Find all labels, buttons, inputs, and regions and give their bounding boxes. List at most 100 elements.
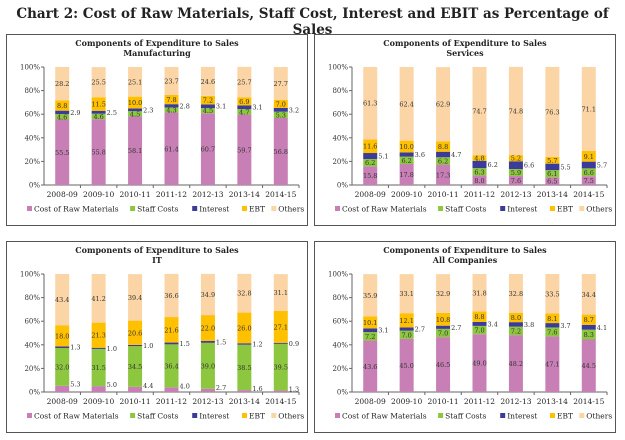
bar-segment (237, 344, 252, 391)
x-tick-label: 2010-11 (119, 397, 150, 406)
data-label: 10.1 (363, 319, 377, 327)
data-label: 61.4 (164, 145, 178, 153)
bar-segment (363, 274, 378, 317)
data-label: 2.7 (415, 326, 425, 334)
bar-segment (436, 312, 451, 326)
data-label: 7.0 (474, 327, 484, 335)
data-label: 1.2 (252, 340, 262, 348)
legend-label: Others (586, 412, 612, 421)
legend-swatch (242, 413, 247, 418)
data-label: 58.1 (128, 147, 142, 155)
bar-segment (128, 111, 143, 117)
bar-segment (581, 150, 596, 162)
data-label: 7.0 (401, 331, 411, 339)
bar-segment (237, 343, 252, 345)
data-label: 5.2 (511, 155, 521, 163)
data-label: 7.2 (203, 97, 213, 105)
bar-segment (399, 327, 414, 331)
x-tick-label: 2011-12 (464, 397, 495, 406)
data-label: 23.7 (164, 77, 178, 85)
data-label: 7.8 (166, 96, 176, 104)
y-tick-label: 40% (24, 134, 40, 142)
y-tick-label: 40% (332, 134, 348, 142)
bar-segment (273, 342, 288, 344)
bar-segment (128, 320, 143, 345)
data-label: 2.9 (70, 109, 80, 117)
y-tick-label: 20% (332, 365, 348, 373)
data-label: 17.8 (399, 171, 413, 179)
bar-segment (91, 274, 106, 323)
data-label: 74.7 (472, 108, 486, 116)
data-label: 4.4 (143, 382, 153, 390)
bar-segment (399, 152, 414, 157)
x-tick-label: 2008-09 (355, 397, 386, 406)
legend-label: Interest (199, 412, 229, 421)
legend-label: Interest (199, 205, 229, 214)
data-label: 10.0 (128, 99, 142, 107)
y-tick-label: 80% (332, 294, 348, 302)
data-label: 1.5 (180, 340, 190, 348)
bar-segment (273, 67, 288, 100)
bar-segment (472, 334, 487, 392)
data-label: 7.2 (511, 327, 521, 335)
legend-label: Cost of Raw Materials (34, 412, 119, 421)
bar-segment (273, 390, 288, 392)
bar-segment (399, 163, 414, 185)
data-label: 5.7 (597, 161, 607, 169)
chart-subtitle: All Companies (432, 255, 498, 265)
legend-label: Cost of Raw Materials (342, 412, 427, 421)
stacked-bar-chart: Components of Expenditure to SalesServic… (328, 38, 612, 214)
bar-segment (581, 176, 596, 185)
bar-segment (545, 177, 560, 185)
chart-title: Components of Expenditure to Sales (75, 245, 239, 255)
data-label: 49.0 (472, 360, 486, 368)
bar-segment (273, 107, 288, 112)
bar-segment (164, 387, 179, 392)
data-label: 56.8 (274, 148, 288, 156)
data-label: 45.0 (399, 362, 413, 370)
y-tick-label: 0% (29, 389, 40, 397)
bar-segment (164, 104, 179, 108)
data-label: 34.4 (582, 291, 596, 299)
chart-subtitle: Services (446, 48, 484, 58)
y-tick-label: 100% (20, 271, 40, 279)
bar-segment (545, 336, 560, 392)
bar-segment (545, 163, 560, 171)
stacked-bar-chart: Components of Expenditure to SalesManufa… (20, 38, 304, 214)
y-tick-label: 20% (332, 158, 348, 166)
data-label: 62.4 (399, 100, 413, 108)
x-tick-label: 2011-12 (464, 190, 495, 199)
legend-swatch (579, 206, 585, 211)
y-tick-label: 100% (20, 64, 40, 72)
legend-label: Staff Costs (137, 205, 178, 214)
bar-segment (508, 161, 523, 170)
data-label: 71.1 (582, 105, 596, 113)
chart-subtitle: IT (152, 255, 162, 265)
bar-segment (200, 66, 215, 96)
data-label: 43.6 (363, 363, 377, 371)
data-label: 0.9 (289, 340, 299, 348)
legend-label: EBT (557, 412, 573, 421)
y-tick-label: 40% (24, 341, 40, 349)
bar-segment (200, 108, 215, 114)
data-label: 3.2 (289, 106, 299, 114)
bar-segment (164, 107, 179, 113)
bar-segment (581, 161, 596, 169)
data-label: 4.7 (239, 108, 249, 116)
data-label: 2.8 (180, 102, 190, 110)
legend-swatch (192, 206, 198, 211)
legend-swatch (438, 206, 444, 211)
bar-segment (508, 274, 523, 313)
data-label: 8.0 (511, 314, 521, 322)
bar-segment (91, 347, 106, 349)
data-label: 4.6 (57, 113, 67, 121)
bar-segment (399, 338, 414, 392)
bar-segment (545, 66, 560, 157)
data-label: 4.1 (597, 324, 607, 332)
bar-segment (581, 168, 596, 177)
data-label: 6.2 (438, 157, 448, 165)
legend-swatch (130, 206, 136, 211)
legend-swatch (335, 206, 340, 211)
data-label: 3.7 (560, 322, 570, 330)
